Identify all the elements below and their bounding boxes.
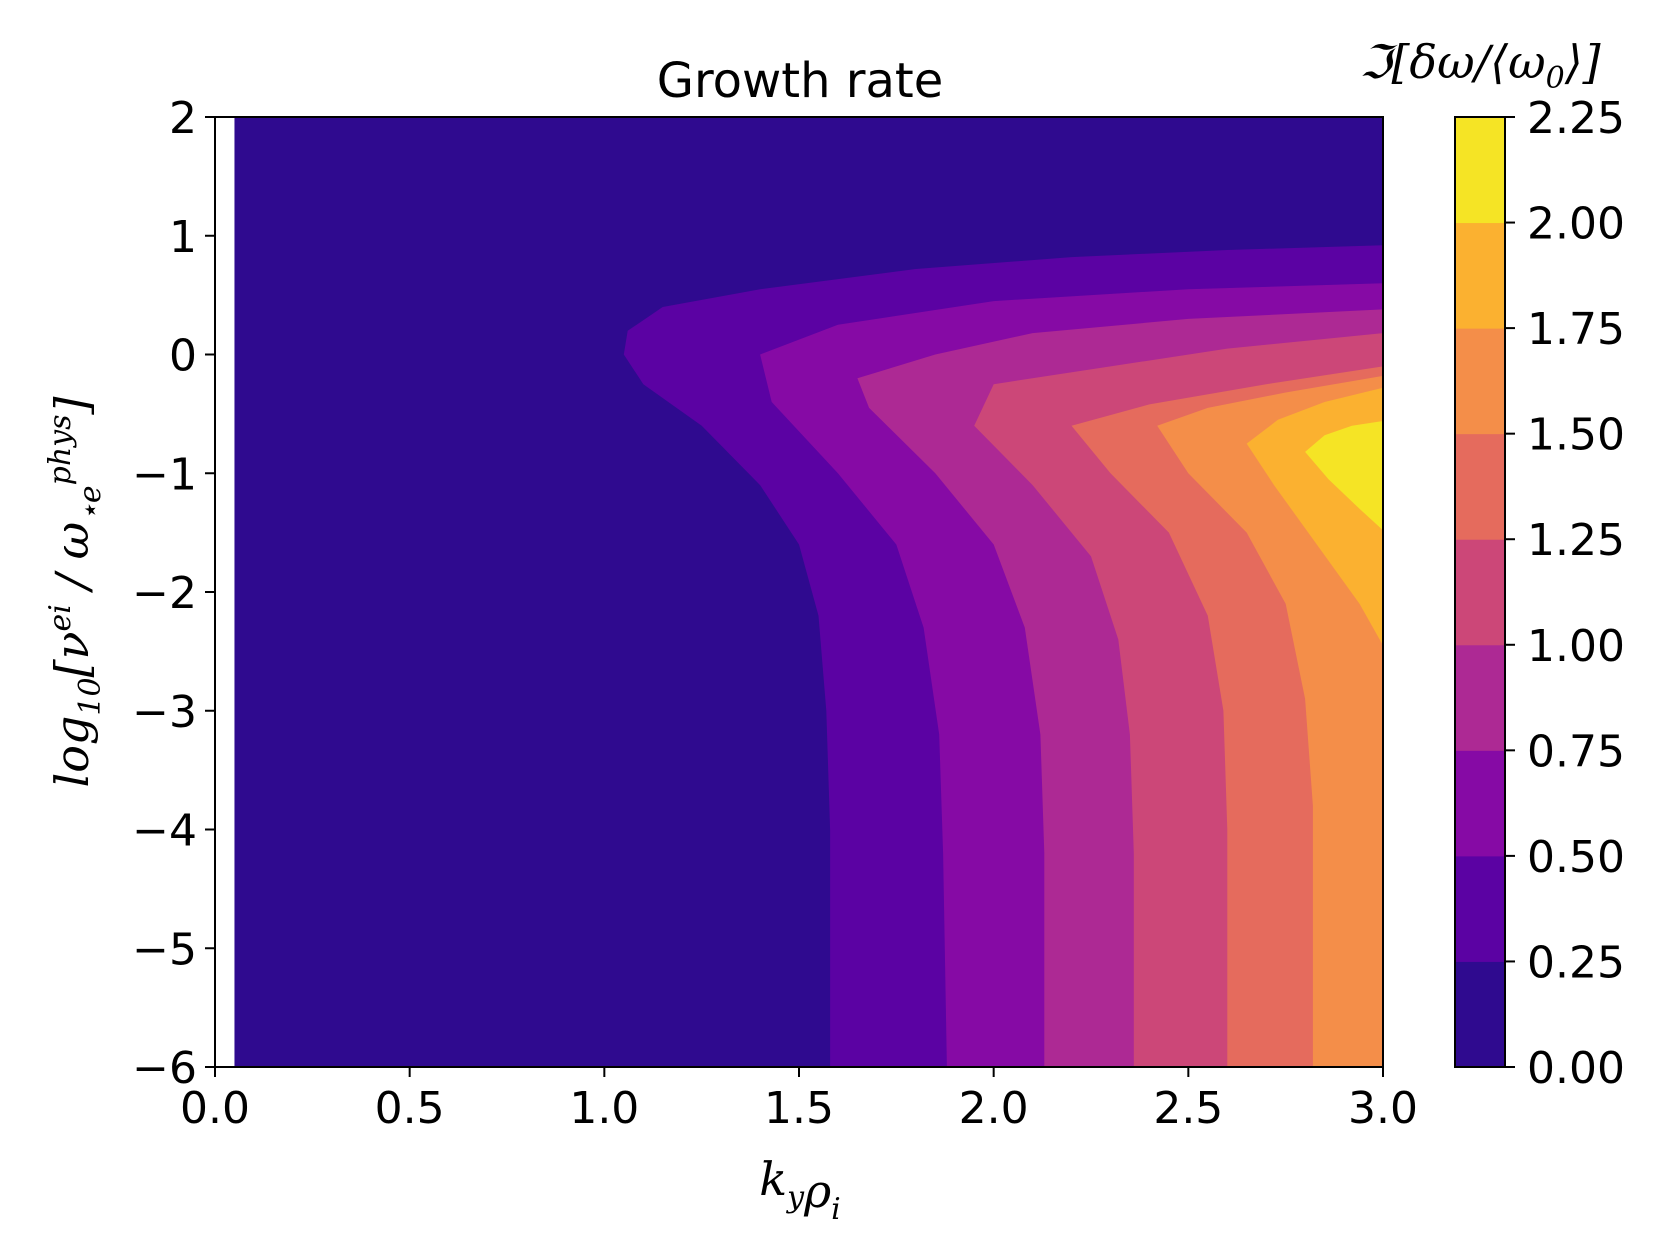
- y-tick-label: −4: [132, 806, 197, 857]
- colorbar-frame: [1454, 116, 1506, 1068]
- y-axis-label: log10[νei / ω⋆ephys]: [43, 396, 108, 787]
- colorbar-swatch: [1455, 222, 1505, 329]
- colorbar-swatch: [1455, 961, 1505, 1068]
- axes: 0.0 0.5 1.0 1.5 2.0 2.5 3.0 −6 −5 −4 −3 −2 −1 0 1 2: [132, 93, 1418, 1134]
- colorbar-swatch: [1455, 750, 1505, 857]
- colorbar-tick-label: 1.00: [1527, 621, 1625, 672]
- colorbar-swatch: [1455, 855, 1505, 962]
- contour-band-8: [1305, 421, 1383, 531]
- colorbar-tick-label: 2.25: [1527, 93, 1625, 144]
- colorbar-tick-label: 0.00: [1527, 1043, 1625, 1094]
- y-tick-label: −3: [132, 687, 197, 738]
- colorbar-swatch: [1455, 644, 1505, 751]
- svg-text:kyρi: kyρi: [759, 1152, 840, 1227]
- colorbar-tick-label: 0.75: [1527, 726, 1625, 777]
- colorbar-tick-label: 1.25: [1527, 515, 1625, 566]
- colorbar-swatch: [1455, 433, 1505, 540]
- y-tick-label: −1: [132, 449, 197, 500]
- chart-title: Growth rate: [657, 53, 944, 109]
- colorbar-tick-label: 0.50: [1527, 832, 1625, 883]
- plot-area: [234, 117, 1383, 1068]
- colorbar: 0.00 0.25 0.50 0.75 1.00 1.25 1.50 1.75 2.00 2.25: [1454, 93, 1625, 1094]
- colorbar-tick-label: 0.25: [1527, 937, 1625, 988]
- y-tick-label: 0: [169, 331, 197, 382]
- x-axis-label: kyρi: [759, 1152, 840, 1227]
- y-tick-label: 2: [169, 93, 197, 144]
- y-tick-label: 1: [169, 212, 197, 263]
- x-tick-label: 3.0: [1348, 1083, 1418, 1134]
- x-tick-label: 0.5: [375, 1083, 445, 1134]
- colorbar-swatch: [1455, 539, 1505, 646]
- colorbar-label: ℑ[δω/⟨ω0⟩]: [1359, 35, 1600, 96]
- x-tick-label: 0.0: [180, 1083, 250, 1134]
- svg-text:ℑ[δω/⟨ω0⟩]: ℑ[δω/⟨ω0⟩]: [1359, 35, 1600, 96]
- y-tick-label: −2: [132, 568, 197, 619]
- x-tick-label: 2.0: [959, 1083, 1029, 1134]
- colorbar-tick-label: 2.00: [1527, 199, 1625, 250]
- x-tick-label: 1.0: [569, 1083, 639, 1134]
- x-tick-label: 1.5: [764, 1083, 834, 1134]
- colorbar-swatch: [1455, 328, 1505, 435]
- svg-text:log10[νei / ω⋆ephys]: log10[νei / ω⋆ephys]: [43, 396, 108, 787]
- colorbar-swatch: [1455, 117, 1505, 224]
- x-tick-label: 2.5: [1153, 1083, 1223, 1134]
- colorbar-tick-label: 1.75: [1527, 304, 1625, 355]
- y-tick-label: −5: [132, 924, 197, 975]
- y-tick-label: −6: [132, 1043, 197, 1094]
- colorbar-tick-label: 1.50: [1527, 410, 1625, 461]
